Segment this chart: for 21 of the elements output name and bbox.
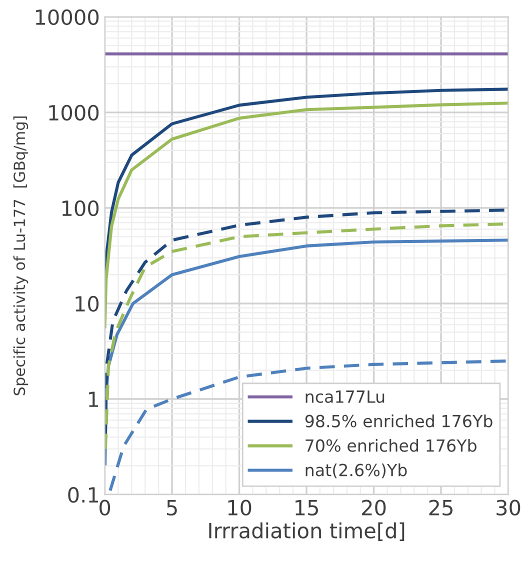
legend-label: 98.5% enriched 176Yb xyxy=(305,414,492,428)
x-tick-label: 0 xyxy=(100,500,110,516)
x-tick-label: 20 xyxy=(362,500,386,516)
legend-label: nat(2.6%)Yb xyxy=(306,463,407,478)
x-tick-label: 5 xyxy=(167,500,177,516)
x-axis-title: Irrradiation time[d] xyxy=(209,522,404,541)
legend-label: nca177Lu xyxy=(306,390,384,403)
x-tick-label: 30 xyxy=(496,500,520,516)
x-tick-label: 15 xyxy=(296,500,318,516)
x-tick-label: 25 xyxy=(429,500,452,516)
y-tick-label: 10 xyxy=(76,296,99,312)
line-series xyxy=(104,102,508,328)
y-tick-label: 1 xyxy=(88,392,98,407)
line-series xyxy=(108,359,508,492)
y-tick-label: 10000 xyxy=(36,9,99,26)
y-axis-title: Specific activity of Lu-177 [GBq/mg] xyxy=(13,116,28,396)
y-tick-label: 1000 xyxy=(49,104,99,121)
x-tick-label: 10 xyxy=(228,500,252,516)
y-tick-label: 0.1 xyxy=(68,487,98,503)
y-tick-label: 100 xyxy=(62,200,99,216)
legend-label: 70% enriched 176Yb xyxy=(306,438,476,452)
